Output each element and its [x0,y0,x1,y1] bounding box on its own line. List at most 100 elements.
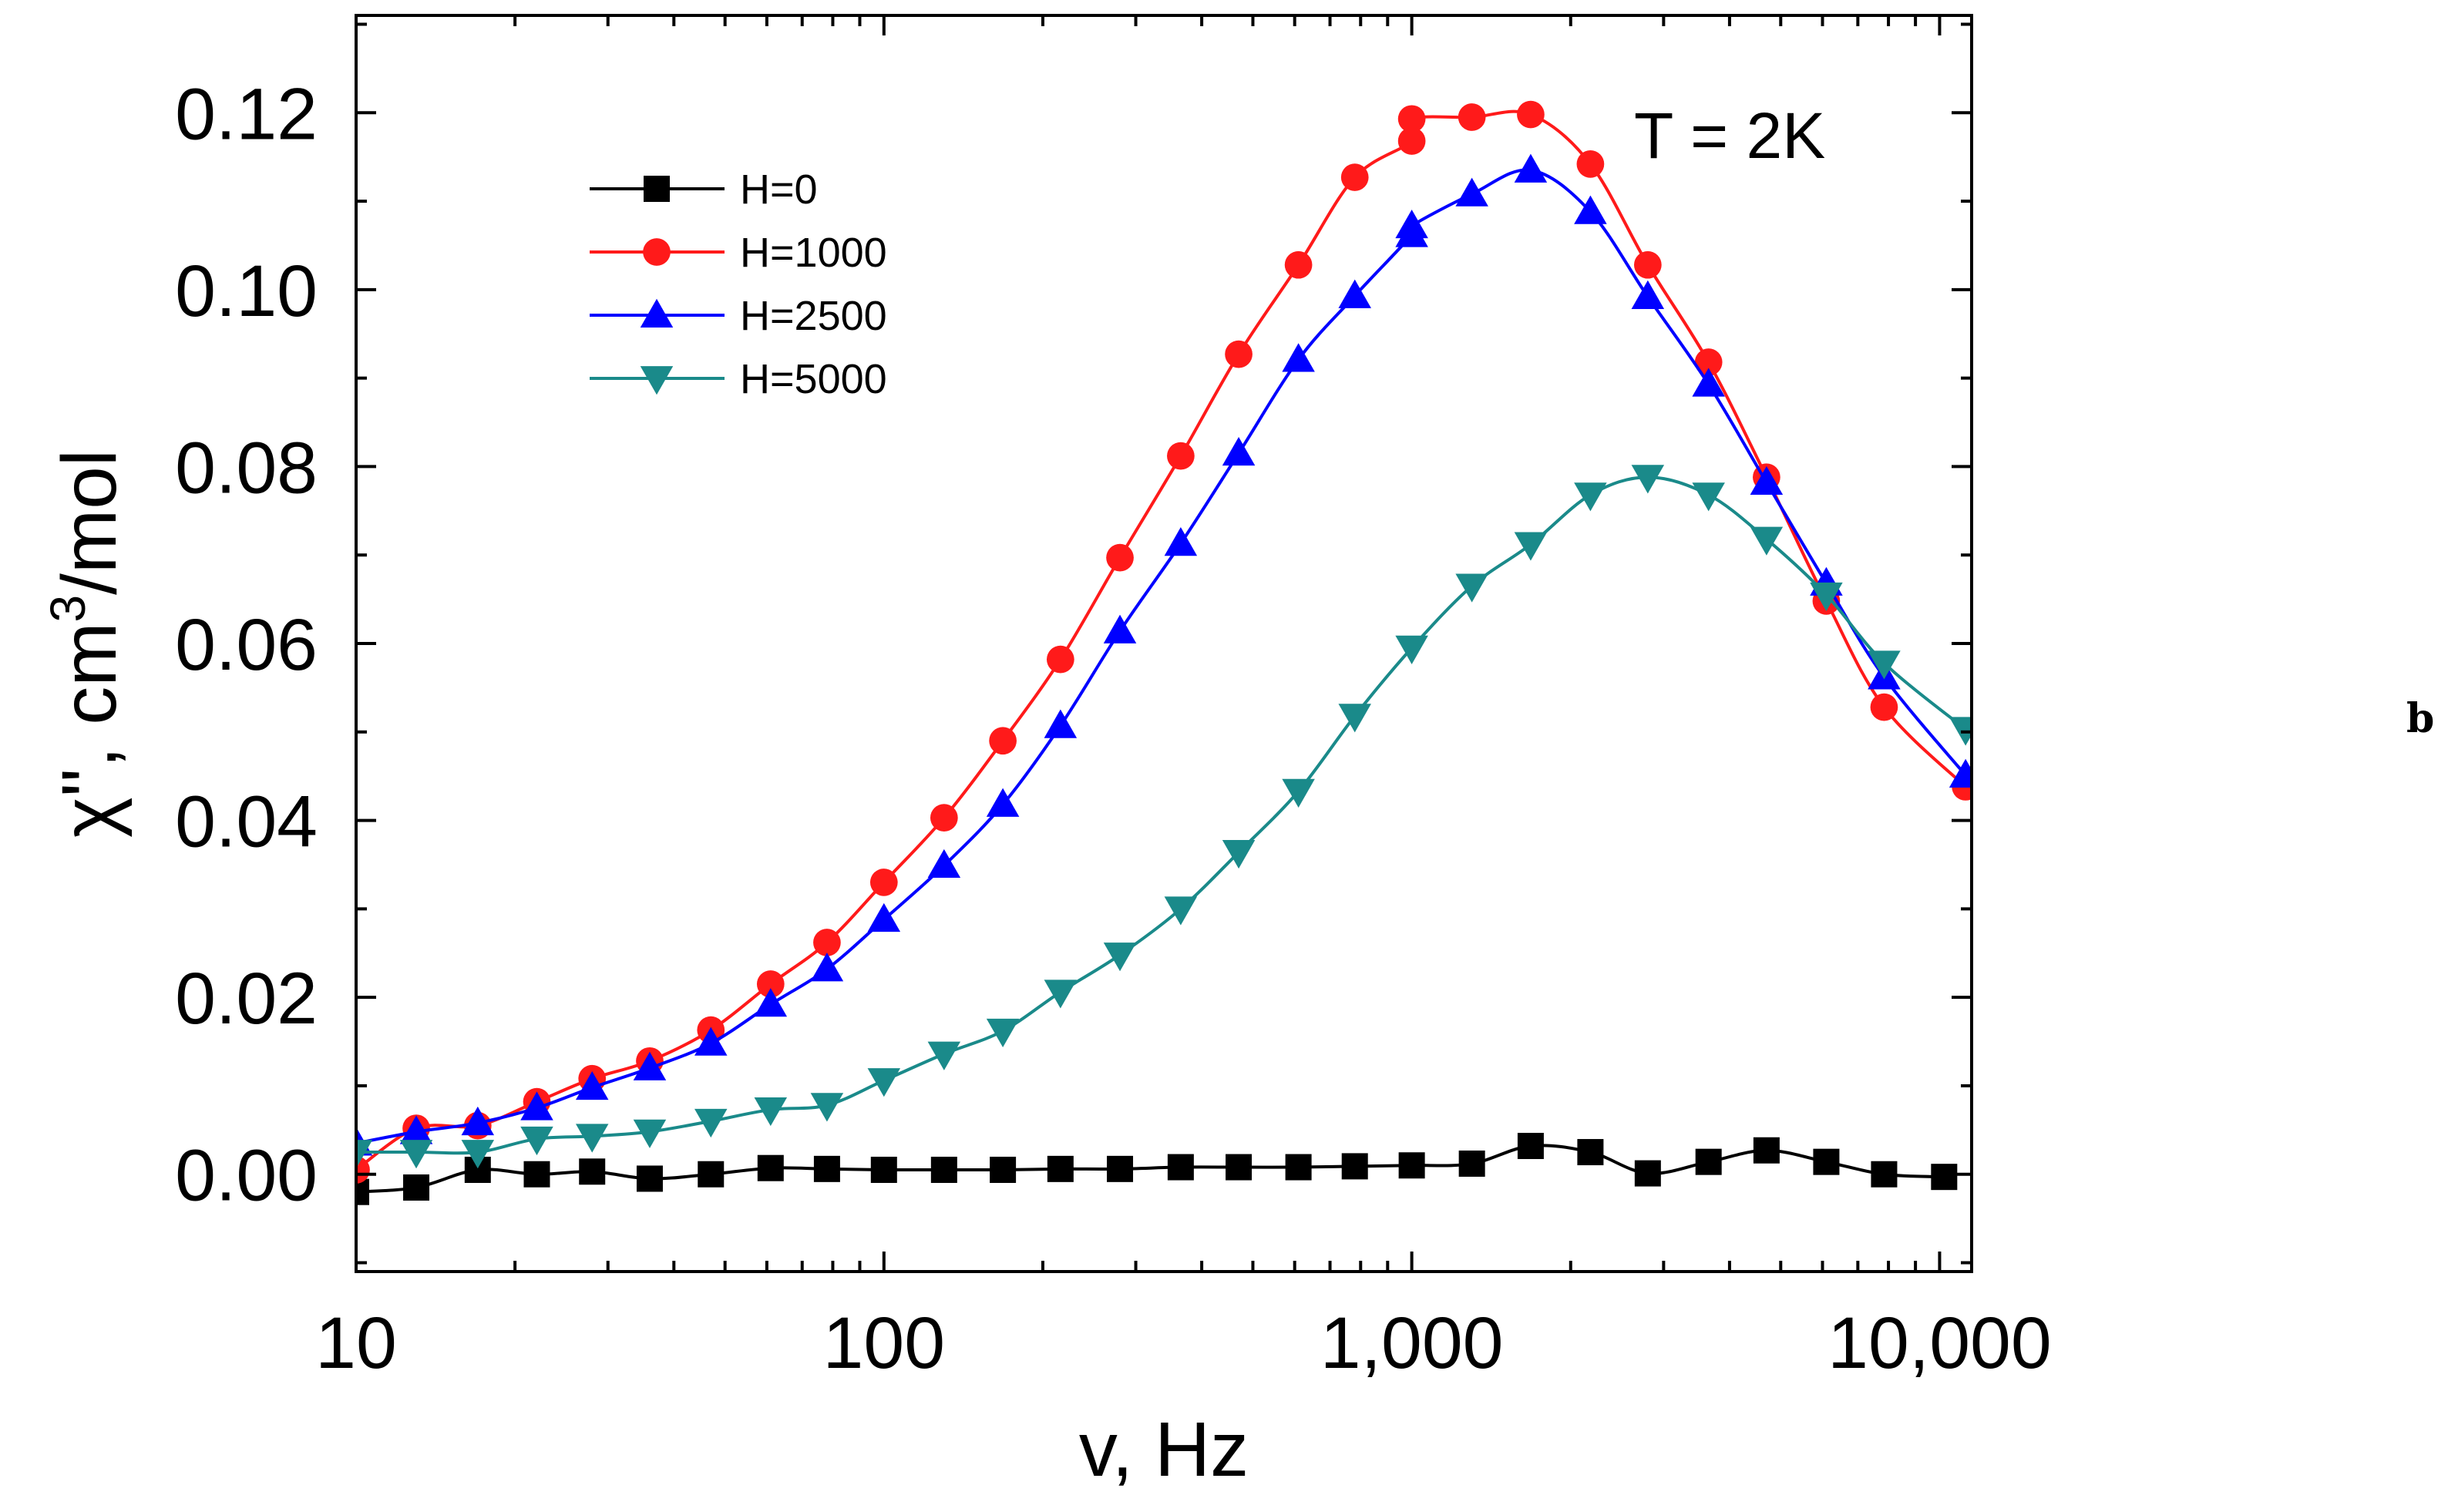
data-point [1222,436,1256,466]
data-point [520,1091,553,1121]
data-point [1222,839,1256,869]
legend-item: H=1000 [590,230,887,276]
legend-label: H=5000 [740,356,887,402]
data-point [754,988,788,1017]
data-point [1341,1153,1368,1180]
x-tick-label: 10 [315,1302,397,1384]
data-point [461,1140,495,1169]
data-point [1338,704,1371,733]
legend-marker [643,238,671,266]
data-point [1750,526,1784,556]
data-point [1574,195,1607,224]
data-point [1576,150,1605,178]
data-point [1810,582,1843,612]
data-point [813,1155,840,1182]
data-point [579,1158,606,1185]
data-point [1455,573,1488,603]
data-point [1046,645,1074,674]
data-point [754,1097,788,1127]
data-point [1692,482,1725,512]
data-point [810,953,844,982]
data-point [399,1115,433,1144]
data-point [870,1156,897,1183]
series-layer [356,100,1972,1205]
x-tick-label: 1,000 [1320,1302,1504,1384]
series-line [356,1144,1945,1194]
data-point [1631,465,1665,494]
data-point [986,1018,1020,1048]
legend-item: H=2500 [590,293,887,339]
data-point [1692,368,1725,397]
data-point [1868,650,1901,680]
data-point [1870,693,1898,721]
legend: H=0 H=1000 H=2500 H=5000 [590,166,887,402]
data-point [927,1041,961,1070]
y-axis-title-superscript: 3 [40,595,96,623]
data-point [1517,1133,1544,1159]
y-tick-label: 0.12 [175,73,318,155]
data-point [1164,527,1198,556]
data-point [1282,343,1315,372]
data-point [694,1108,728,1138]
data-point [867,902,901,932]
data-point [1753,1137,1780,1164]
data-point [633,1119,667,1148]
data-point [399,1140,433,1169]
data-point [520,1126,553,1156]
data-point [1044,979,1078,1009]
data-point [1514,532,1548,561]
data-point [867,1068,901,1097]
legend-item: H=5000 [590,356,887,402]
data-point [1695,1148,1722,1175]
data-point [1634,1160,1661,1187]
data-point [1694,348,1723,376]
legend-label: H=0 [740,166,818,213]
data-point [1455,177,1488,207]
x-tick-label: 10,000 [1828,1302,2052,1384]
data-point [757,1154,784,1181]
y-tick-label: 0.04 [175,781,318,863]
data-point [1397,127,1426,155]
data-point [1103,942,1137,972]
data-point [756,970,785,998]
legend-marker [644,176,670,202]
x-axis-title: v, Hz [1079,1406,1249,1493]
data-point [1517,100,1545,129]
y-tick-label: 0.10 [175,250,318,332]
data-point [813,929,841,956]
data-point [698,1161,725,1188]
data-point [356,1178,369,1205]
tick-labels: 10 100 1,000 10,000 0.00 0.02 0.04 0.06 0.08 0.10… [175,73,2052,1384]
data-point [1167,1154,1194,1181]
data-point [986,788,1020,817]
data-point [1106,543,1134,572]
legend-label: H=1000 [740,230,887,276]
legend-label: H=2500 [740,293,887,339]
ticks-layer [355,15,1972,1272]
data-point [1871,1161,1898,1188]
data-point [927,848,961,879]
data-point [1164,896,1198,926]
y-axis-title: χ'', cm3/mol [40,449,133,838]
data-point [1398,1152,1425,1179]
x-tick-label: 100 [823,1302,946,1384]
data-point [1225,340,1253,368]
panel-label: b [2406,695,2434,742]
data-point [930,1156,957,1183]
data-point [523,1161,550,1188]
data-point [1226,1154,1253,1181]
data-point [810,1093,844,1122]
series-h-5000 [356,465,1972,1169]
legend-marker [640,366,674,395]
data-point [1458,1150,1485,1177]
data-point [1574,482,1607,512]
data-point [990,1156,1017,1183]
legend-item: H=0 [590,166,818,213]
data-point [1107,1155,1134,1182]
data-point [1338,279,1371,308]
data-point [575,1124,609,1153]
data-point [1395,209,1428,239]
y-tick-label: 0.06 [175,604,318,686]
